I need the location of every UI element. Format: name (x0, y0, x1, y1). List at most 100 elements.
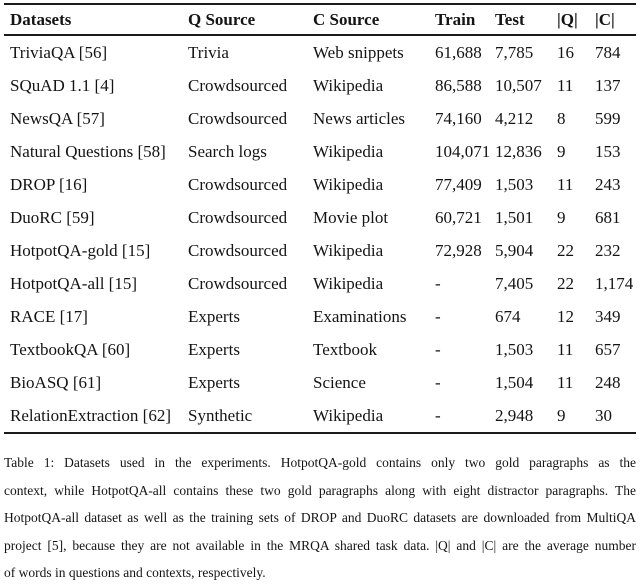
table-cell-c-length: 153 (595, 141, 621, 161)
table-cell-q-length: 9 (557, 141, 566, 161)
table-cell-c-source: Wikipedia (313, 405, 384, 425)
table-cell-test: 1,503 (495, 339, 534, 359)
table-row: HotpotQA-all [15] Crowdsourced Wikipedia… (4, 267, 636, 300)
table-row: TriviaQA [56] Trivia Web snippets 61,688… (4, 35, 636, 69)
table-cell-dataset: RACE [17] (10, 306, 88, 326)
table-cell-train: 60,721 (435, 207, 482, 227)
table-cell-train: 104,071 (435, 141, 491, 161)
caption-line: of words in questions and contexts, resp… (4, 565, 266, 580)
table-cell-dataset: BioASQ [61] (10, 372, 102, 392)
table-cell-test: 7,405 (495, 273, 534, 293)
table-cell-c-length: 243 (595, 174, 621, 194)
table-cell-train: 61,688 (435, 42, 482, 62)
table-row: DuoRC [59] Crowdsourced Movie plot 60,72… (4, 201, 636, 234)
table-cell-q-source: Experts (188, 372, 240, 392)
table-cell-dataset: SQuAD 1.1 [4] (10, 75, 115, 95)
table-cell-q-length: 22 (557, 273, 574, 293)
table-cell-q-length: 22 (557, 240, 574, 260)
table-cell-q-source: Crowdsourced (188, 75, 288, 95)
caption-line: HotpotQA-all dataset as well as the trai… (4, 510, 636, 525)
table-cell-train: 77,409 (435, 174, 482, 194)
table-cell-dataset: RelationExtraction [62] (10, 405, 171, 425)
table-cell-test: 12,836 (495, 141, 542, 161)
column-header-q-source: Q Source (188, 4, 313, 36)
table-cell-c-source: Textbook (313, 339, 377, 359)
table-cell-q-source: Crowdsourced (188, 108, 288, 128)
table-cell-dataset: TextbookQA [60] (10, 339, 131, 359)
table-cell-c-length: 349 (595, 306, 621, 326)
table-row: Natural Questions [58] Search logs Wikip… (4, 135, 636, 168)
table-cell-c-source: Science (313, 372, 366, 392)
table-cell-train: 74,160 (435, 108, 482, 128)
table-cell-q-length: 9 (557, 207, 566, 227)
table-cell-test: 2,948 (495, 405, 534, 425)
table-cell-q-source: Trivia (188, 42, 229, 62)
table-cell-dataset: DROP [16] (10, 174, 88, 194)
table-row: HotpotQA-gold [15] Crowdsourced Wikipedi… (4, 234, 636, 267)
table-cell-q-length: 9 (557, 405, 566, 425)
table-cell-train: - (435, 339, 441, 359)
table-cell-test: 1,501 (495, 207, 534, 227)
table-row: BioASQ [61] Experts Science - 1,504 11 2… (4, 366, 636, 399)
column-header-test: Test (495, 4, 557, 36)
column-header-train: Train (435, 4, 495, 36)
table-caption: Table 1: Datasets used in the experiment… (4, 449, 636, 587)
table-cell-c-source: Wikipedia (313, 273, 384, 293)
table-row: RelationExtraction [62] Synthetic Wikipe… (4, 399, 636, 433)
table-cell-q-length: 11 (557, 174, 574, 194)
table-cell-q-length: 8 (557, 108, 566, 128)
table-cell-q-length: 12 (557, 306, 574, 326)
table-header-row: Datasets Q Source C Source Train Test |Q… (4, 4, 636, 36)
table-cell-c-source: Wikipedia (313, 75, 384, 95)
table-cell-q-source: Crowdsourced (188, 174, 288, 194)
table-cell-test: 10,507 (495, 75, 542, 95)
table-row: DROP [16] Crowdsourced Wikipedia 77,409 … (4, 168, 636, 201)
column-header-datasets: Datasets (4, 4, 188, 36)
table-cell-q-source: Crowdsourced (188, 207, 288, 227)
table-cell-q-length: 11 (557, 339, 574, 359)
table-cell-q-source: Crowdsourced (188, 273, 288, 293)
table-cell-train: - (435, 405, 441, 425)
table-row: TextbookQA [60] Experts Textbook - 1,503… (4, 333, 636, 366)
table-row: SQuAD 1.1 [4] Crowdsourced Wikipedia 86,… (4, 69, 636, 102)
table-row: NewsQA [57] Crowdsourced News articles 7… (4, 102, 636, 135)
table-cell-train: - (435, 306, 441, 326)
table-cell-q-source: Search logs (188, 141, 267, 161)
table-cell-test: 4,212 (495, 108, 534, 128)
table-cell-train: 72,928 (435, 240, 482, 260)
table-cell-c-length: 232 (595, 240, 621, 260)
table-cell-test: 7,785 (495, 42, 534, 62)
table-cell-c-length: 784 (595, 42, 621, 62)
column-header-c-source: C Source (313, 4, 435, 36)
table-cell-dataset: DuoRC [59] (10, 207, 95, 227)
caption-line: project [5], because they are not availa… (4, 537, 636, 553)
table-cell-c-length: 681 (595, 207, 621, 227)
datasets-table: Datasets Q Source C Source Train Test |Q… (4, 3, 636, 434)
table-cell-q-source: Synthetic (188, 405, 253, 425)
table-cell-q-source: Experts (188, 306, 240, 326)
column-header-q-length: |Q| (557, 4, 595, 36)
table-cell-test: 1,503 (495, 174, 534, 194)
table-cell-dataset: Natural Questions [58] (10, 141, 166, 161)
table-cell-train: - (435, 273, 441, 293)
table-cell-dataset: HotpotQA-all [15] (10, 273, 138, 293)
table-row: RACE [17] Experts Examinations - 674 12 … (4, 300, 636, 333)
table-cell-q-length: 11 (557, 372, 574, 392)
caption-line: context, while HotpotQA-all contains the… (4, 482, 636, 498)
table-cell-c-length: 248 (595, 372, 621, 392)
table-cell-dataset: TriviaQA [56] (10, 42, 108, 62)
table-cell-test: 674 (495, 306, 521, 326)
table-cell-train: 86,588 (435, 75, 482, 95)
caption-line: Table 1: Datasets used in the experiment… (4, 455, 636, 470)
table-cell-c-length: 137 (595, 75, 621, 95)
table-cell-test: 1,504 (495, 372, 534, 392)
table-cell-c-source: Wikipedia (313, 141, 384, 161)
table-cell-c-length: 30 (595, 405, 612, 425)
table-cell-c-source: Web snippets (313, 42, 404, 62)
table-cell-q-length: 11 (557, 75, 574, 95)
table-cell-c-length: 1,174 (595, 273, 634, 293)
table-cell-q-length: 16 (557, 42, 574, 62)
table-cell-q-source: Crowdsourced (188, 240, 288, 260)
table-cell-c-length: 599 (595, 108, 621, 128)
